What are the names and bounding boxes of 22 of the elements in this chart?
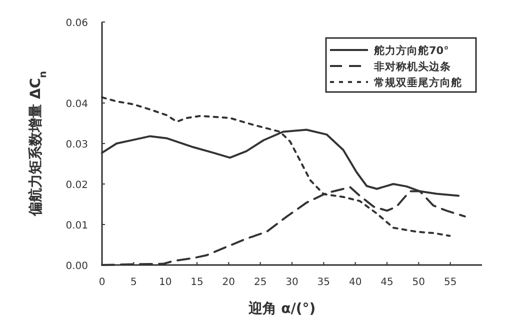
legend-label: 常规双垂尾方向舵 [374,76,462,89]
y-tick-label: 0.02 [66,180,88,191]
x-tick-label: 30 [286,277,298,288]
x-tick-label: 10 [158,277,172,288]
y-tick-label: 0.01 [66,220,88,232]
legend-label: 非对称机头边条 [373,60,451,73]
y-tick-label: 0.00 [66,261,88,272]
x-tick-label: 0 [98,277,106,288]
x-tick-label: 25 [254,277,267,288]
x-tick-label: 35 [317,277,330,288]
y-tick-label: 0.03 [66,140,88,150]
x-tick-label: 40 [348,277,362,288]
x-axis-title: 迎角 α/(°) [247,300,316,317]
legend-label: 舵力方向舵70° [373,44,449,57]
x-tick-label: 20 [222,277,236,288]
y-tick-label: 0.06 [66,18,88,29]
x-tick-label: 5 [130,277,137,288]
x-tick-label: 45 [380,277,394,288]
x-tick-label: 50 [412,277,426,288]
y-tick-label: 0.04 [66,99,88,110]
x-tick-label: 55 [444,277,457,288]
x-tick-label: 15 [190,277,204,288]
